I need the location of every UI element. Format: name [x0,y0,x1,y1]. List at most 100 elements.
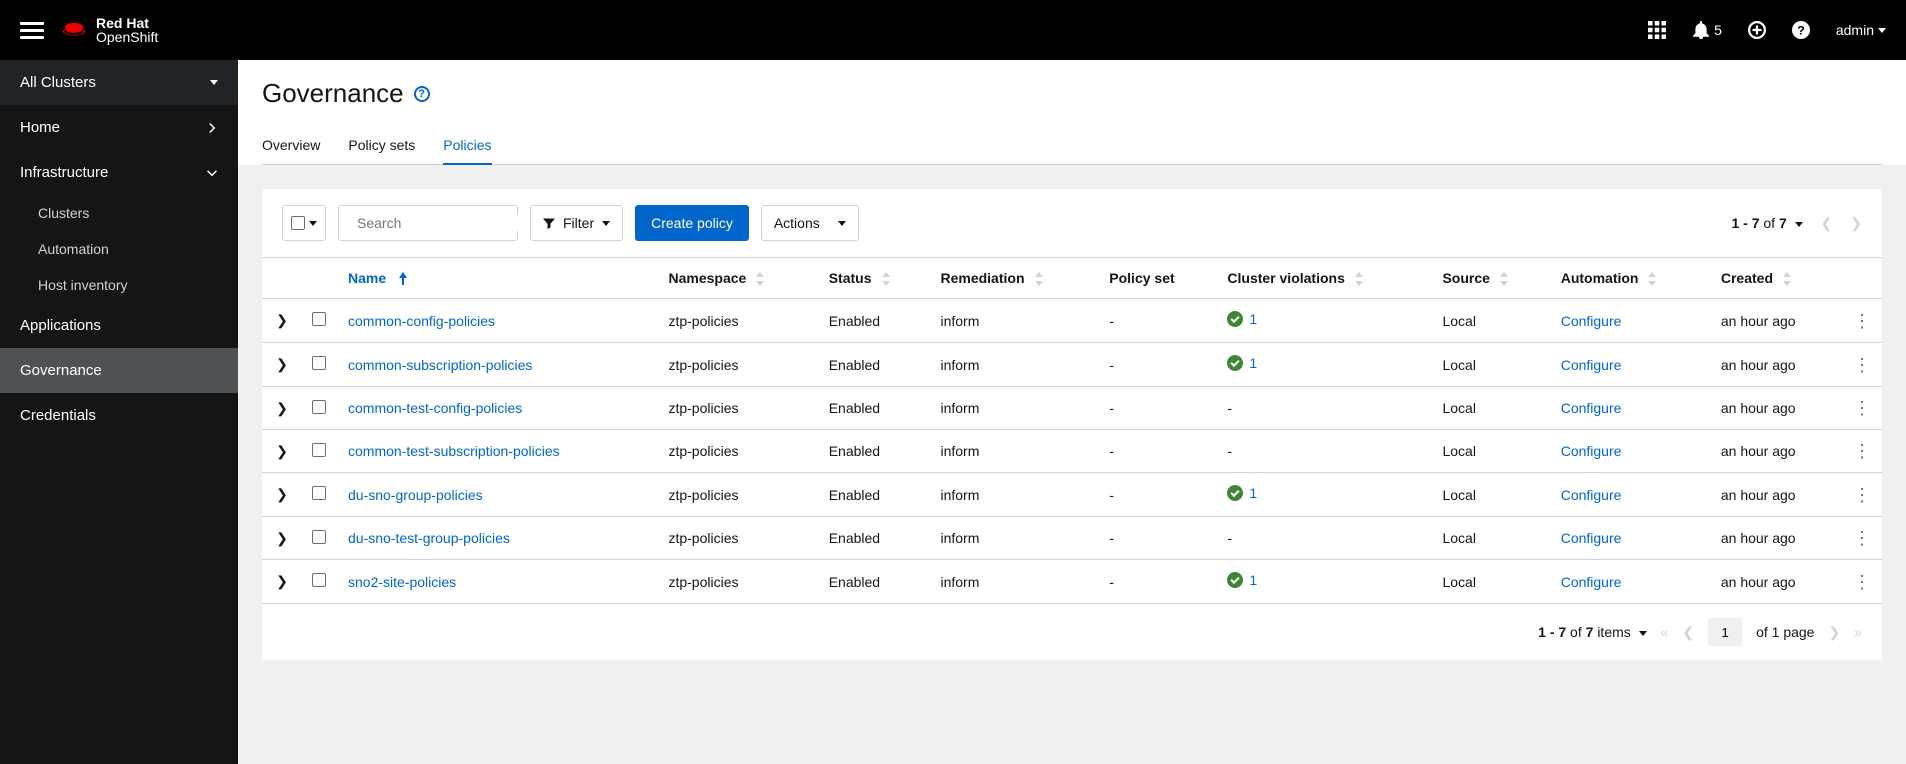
automation-configure-link[interactable]: Configure [1561,400,1622,416]
policy-name-link[interactable]: common-config-policies [348,313,495,329]
col-remediation[interactable]: Remediation [930,258,1099,299]
page-number-input[interactable] [1708,618,1742,646]
tab-policies[interactable]: Policies [443,127,491,165]
pagination-top-summary[interactable]: 1 - 7 of 7 [1731,215,1802,231]
sidebar-item-governance[interactable]: Governance [0,348,238,393]
pagination-next-button[interactable]: ❯ [1850,215,1862,232]
actions-dropdown[interactable]: Actions [761,205,859,241]
row-checkbox[interactable] [312,312,326,326]
policy-name-link[interactable]: common-test-subscription-policies [348,443,560,459]
filter-dropdown[interactable]: Filter [530,205,623,241]
actions-label: Actions [774,215,820,231]
tab-overview[interactable]: Overview [262,127,320,165]
brand-logo[interactable]: Red Hat OpenShift [60,16,158,44]
row-actions-kebab[interactable]: ⋮ [1842,299,1882,343]
bulk-select-dropdown[interactable] [282,205,326,241]
status-value: Enabled [829,574,880,590]
app-launcher-button[interactable] [1648,21,1666,39]
row-checkbox[interactable] [312,486,326,500]
bulk-select-checkbox[interactable] [291,216,305,230]
user-menu-button[interactable]: admin [1836,22,1886,38]
pagination-last-button[interactable]: » [1854,624,1862,641]
policy-set-value: - [1109,487,1114,503]
policy-set-value: - [1109,574,1114,590]
help-button[interactable]: ? [1792,21,1810,39]
nav-toggle-button[interactable] [20,18,44,42]
context-selector[interactable]: All Clusters [0,60,238,105]
notification-count: 5 [1714,22,1722,38]
context-label: All Clusters [20,74,96,91]
policy-set-value: - [1109,313,1114,329]
expand-row-button[interactable]: ❯ [276,443,288,459]
expand-row-button[interactable]: ❯ [276,486,288,502]
col-created[interactable]: Created [1711,258,1842,299]
sort-icon [1500,272,1508,286]
policy-name-link[interactable]: du-sno-test-group-policies [348,530,510,546]
automation-configure-link[interactable]: Configure [1561,357,1622,373]
row-checkbox[interactable] [312,443,326,457]
row-checkbox[interactable] [312,530,326,544]
col-source[interactable]: Source [1432,258,1550,299]
automation-configure-link[interactable]: Configure [1561,530,1622,546]
violations-link[interactable]: 1 [1227,311,1257,327]
namespace-value: ztp-policies [668,357,738,373]
automation-configure-link[interactable]: Configure [1561,487,1622,503]
create-policy-button[interactable]: Create policy [635,205,749,241]
row-actions-kebab[interactable]: ⋮ [1842,343,1882,387]
col-namespace[interactable]: Namespace [658,258,818,299]
content-area: Filter Create policy Actions 1 - 7 of [238,165,1906,764]
sidebar-item-label: Applications [20,317,101,334]
pagination-bottom-summary[interactable]: 1 - 7 of 7 items [1538,624,1646,640]
expand-row-button[interactable]: ❯ [276,400,288,416]
tab-policy-sets[interactable]: Policy sets [348,127,415,165]
sidebar-item-host-inventory[interactable]: Host inventory [0,267,238,303]
pagination-first-button[interactable]: « [1661,624,1669,641]
row-actions-kebab[interactable]: ⋮ [1842,473,1882,517]
toolbar: Filter Create policy Actions 1 - 7 of [262,189,1882,257]
created-value: an hour ago [1721,357,1796,373]
import-button[interactable] [1748,21,1766,39]
sidebar-item-credentials[interactable]: Credentials [0,393,238,438]
col-status[interactable]: Status [819,258,931,299]
expand-row-button[interactable]: ❯ [276,312,288,328]
policy-name-link[interactable]: common-test-config-policies [348,400,522,416]
row-checkbox[interactable] [312,356,326,370]
sidebar-item-automation[interactable]: Automation [0,231,238,267]
pagination-next-button[interactable]: ❯ [1828,624,1840,641]
page-help-button[interactable]: ? [414,86,430,102]
automation-configure-link[interactable]: Configure [1561,443,1622,459]
policy-name-link[interactable]: sno2-site-policies [348,574,456,590]
row-checkbox[interactable] [312,400,326,414]
expand-row-button[interactable]: ❯ [276,356,288,372]
policy-name-link[interactable]: common-subscription-policies [348,357,532,373]
notifications-button[interactable]: 5 [1692,21,1722,39]
col-automation[interactable]: Automation [1551,258,1711,299]
col-violations[interactable]: Cluster violations [1217,258,1432,299]
search-input[interactable] [357,215,538,231]
row-actions-kebab[interactable]: ⋮ [1842,430,1882,473]
sidebar-item-clusters[interactable]: Clusters [0,195,238,231]
expand-row-button[interactable]: ❯ [276,530,288,546]
sidebar-item-infrastructure[interactable]: Infrastructure [0,150,238,195]
automation-configure-link[interactable]: Configure [1561,313,1622,329]
pagination-prev-button[interactable]: ❮ [1821,215,1833,232]
violations-link[interactable]: 1 [1227,572,1257,588]
automation-configure-link[interactable]: Configure [1561,574,1622,590]
row-checkbox[interactable] [312,573,326,587]
violations-link[interactable]: 1 [1227,355,1257,371]
expand-row-button[interactable]: ❯ [276,573,288,589]
col-name[interactable]: Name [338,258,658,299]
row-actions-kebab[interactable]: ⋮ [1842,560,1882,604]
policy-name-link[interactable]: du-sno-group-policies [348,487,483,503]
violations-link[interactable]: 1 [1227,485,1257,501]
row-actions-kebab[interactable]: ⋮ [1842,517,1882,560]
policy-set-value: - [1109,443,1114,459]
sidebar-item-home[interactable]: Home [0,105,238,150]
pagination-top: 1 - 7 of 7 ❮ ❯ [1731,215,1862,232]
sidebar-item-applications[interactable]: Applications [0,303,238,348]
pagination-prev-button[interactable]: ❮ [1682,624,1694,641]
table-row: ❯ du-sno-group-policies ztp-policies Ena… [262,473,1882,517]
row-actions-kebab[interactable]: ⋮ [1842,387,1882,430]
grid-icon [1648,21,1666,39]
remediation-value: inform [940,487,979,503]
